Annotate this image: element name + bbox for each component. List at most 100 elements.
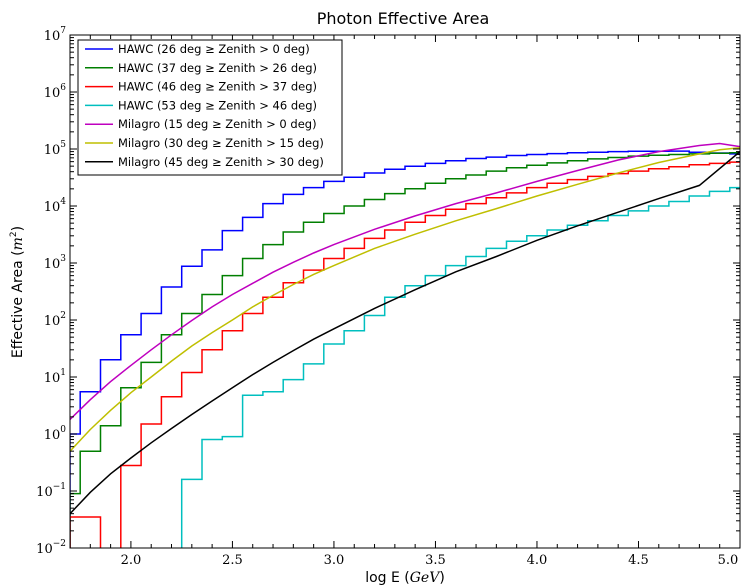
y-tick-base: 10: [36, 485, 53, 500]
y-tick-base: 10: [44, 257, 61, 272]
y-tick-label: 10−1: [36, 482, 66, 500]
legend-label-part: ≥: [205, 42, 215, 56]
legend-label-part: Zenith: [215, 61, 260, 75]
y-axis-label: Effective Area (m2): [9, 226, 26, 358]
chart-title: Photon Effective Area: [317, 9, 490, 28]
x-tick-label: 5.0: [718, 553, 739, 568]
x-axis-label-suffix: ): [439, 570, 444, 586]
legend-label-5: Milagro (15 deg ≥ Zenith > 0 deg): [118, 117, 317, 131]
legend-label-part: >: [266, 117, 276, 131]
y-tick-label: 105: [44, 140, 67, 158]
y-tick-label: 101: [44, 368, 66, 386]
x-tick-label: 3.5: [425, 553, 446, 568]
legend-label-part: 37 deg): [269, 80, 317, 94]
legend-label-part: Zenith: [222, 155, 267, 169]
legend-label-part: HAWC (37 deg: [118, 61, 205, 75]
x-axis-label: log E (GeV): [365, 570, 445, 586]
legend-label-part: 15 deg): [276, 136, 324, 150]
legend-label-part: Zenith: [215, 80, 260, 94]
legend-label-part: Zenith: [215, 42, 260, 56]
legend-label-part: 30 deg): [276, 155, 324, 169]
y-tick-base: 10: [44, 314, 61, 329]
legend-label-4: HAWC (53 deg ≥ Zenith > 46 deg): [118, 98, 317, 112]
legend: HAWC (26 deg ≥ Zenith > 0 deg) HAWC (37 d…: [77, 39, 343, 176]
legend-label-part: ≥: [205, 61, 215, 75]
legend-label-part: >: [259, 42, 269, 56]
y-tick-exponent: −1: [53, 482, 66, 492]
y-tick-label: 102: [44, 311, 66, 329]
y-tick-base: 10: [44, 86, 61, 101]
legend-label-part: ≥: [205, 80, 215, 94]
y-tick-exponent: 5: [60, 140, 66, 150]
series-line-1: [70, 150, 740, 548]
plot-frame: [69, 34, 741, 549]
legend-label-part: 0 deg): [276, 117, 317, 131]
series-line-6: [70, 147, 740, 452]
y-axis-label-sup: 2: [9, 231, 19, 237]
legend-box: [77, 39, 343, 176]
y-tick-exponent: 2: [60, 311, 66, 321]
y-axis-label-prefix: Effective Area (: [10, 250, 26, 358]
legend-label-part: >: [259, 61, 269, 75]
y-tick-label: 10−2: [36, 539, 66, 557]
legend-label-part: HAWC (53 deg: [118, 98, 205, 112]
y-tick-exponent: 7: [60, 26, 66, 36]
legend-label-part: >: [259, 98, 269, 112]
legend-label-part: ≥: [205, 98, 215, 112]
legend-label-part: Milagro (15 deg: [118, 117, 212, 131]
legend-label-part: HAWC (46 deg: [118, 80, 205, 94]
series-line-4: [180, 186, 740, 548]
legend-label-part: Milagro (30 deg: [118, 136, 212, 150]
x-axis-label-prefix: log E (: [365, 570, 410, 586]
y-tick-label: 106: [44, 83, 67, 101]
x-tick-label: 3.0: [324, 553, 345, 568]
x-tick-label: 4.5: [628, 553, 649, 568]
legend-label-part: 46 deg): [269, 98, 317, 112]
y-tick-base: 10: [44, 371, 61, 386]
y-tick-base: 10: [36, 542, 53, 557]
ticks-layer: 2.0 2.5 3.0 3.5 4.0 4.5 5.010−210−110010110210…: [36, 26, 741, 568]
series-line-5: [70, 142, 740, 420]
legend-label-part: ≥: [212, 155, 222, 169]
y-tick-base: 10: [44, 200, 61, 215]
x-axis-label-var: GeV: [410, 570, 441, 586]
legend-label-7: Milagro (45 deg ≥ Zenith > 30 deg): [118, 155, 324, 169]
legend-label-part: ≥: [212, 117, 222, 131]
y-tick-exponent: −2: [53, 539, 66, 549]
y-axis-label-var: m: [10, 237, 26, 250]
y-tick-exponent: 6: [60, 83, 66, 93]
legend-label-part: Zenith: [222, 136, 267, 150]
x-tick-label: 2.5: [222, 553, 243, 568]
legend-label-2: HAWC (37 deg ≥ Zenith > 26 deg): [118, 61, 317, 75]
y-tick-base: 10: [44, 143, 61, 158]
y-tick-label: 104: [44, 197, 67, 215]
y-tick-exponent: 0: [60, 425, 66, 435]
legend-label-part: >: [266, 155, 276, 169]
series-line-7: [70, 151, 740, 515]
y-tick-exponent: 1: [60, 368, 66, 378]
y-tick-base: 10: [44, 428, 61, 443]
legend-label-part: ≥: [212, 136, 222, 150]
y-tick-label: 100: [44, 425, 67, 443]
legend-label-part: 26 deg): [269, 61, 317, 75]
legend-label-3: HAWC (46 deg ≥ Zenith > 37 deg): [118, 80, 317, 94]
y-tick-exponent: 3: [60, 254, 66, 264]
series-line-3: [70, 161, 740, 548]
legend-label-part: HAWC (26 deg: [118, 42, 205, 56]
legend-label-part: >: [266, 136, 276, 150]
y-tick-label: 107: [44, 26, 67, 44]
y-tick-exponent: 4: [60, 197, 66, 207]
legend-label-part: 0 deg): [269, 42, 310, 56]
y-axis-label-suffix: ): [10, 226, 26, 231]
legend-label-part: >: [259, 80, 269, 94]
series-layer: [70, 142, 740, 548]
y-tick-label: 103: [44, 254, 67, 272]
legend-label-part: Zenith: [222, 117, 267, 131]
x-tick-label: 4.0: [527, 553, 548, 568]
legend-label-6: Milagro (30 deg ≥ Zenith > 15 deg): [118, 136, 324, 150]
x-tick-label: 2.0: [121, 553, 142, 568]
series-line-2: [70, 151, 740, 548]
legend-label-part: Zenith: [215, 98, 260, 112]
y-tick-base: 10: [44, 29, 61, 44]
